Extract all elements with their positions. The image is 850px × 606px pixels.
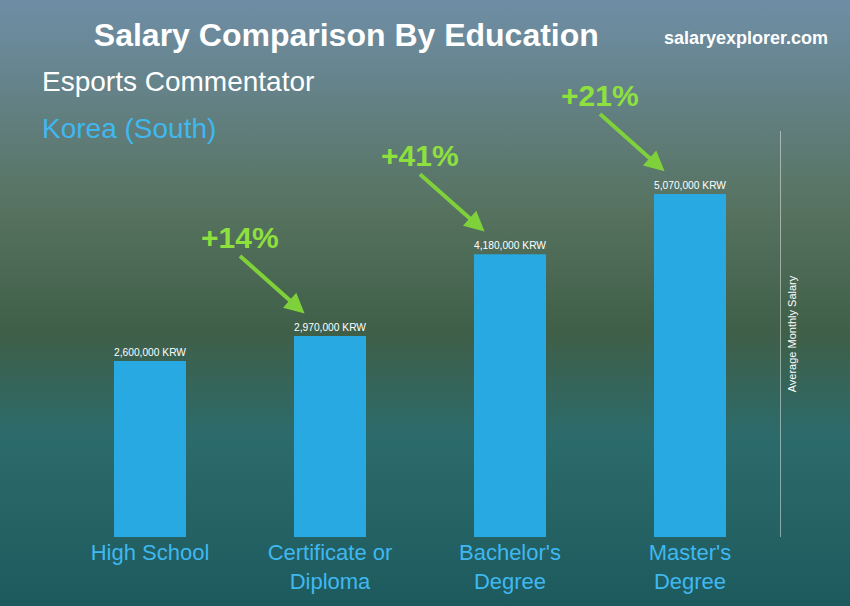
svg-text:4,180,000 KRW: 4,180,000 KRW [474, 240, 546, 251]
svg-text:+14%: +14% [201, 221, 279, 254]
svg-text:Average Monthly Salary: Average Monthly Salary [786, 275, 798, 392]
svg-text:5,070,000 KRW: 5,070,000 KRW [654, 180, 726, 191]
svg-text:Master'sDegree: Master'sDegree [649, 540, 731, 594]
svg-text:Esports Commentator: Esports Commentator [42, 66, 314, 97]
svg-text:Korea (South): Korea (South) [42, 113, 216, 144]
svg-text:High School: High School [91, 540, 210, 565]
svg-text:+21%: +21% [561, 79, 639, 112]
svg-text:Certificate orDiploma: Certificate orDiploma [268, 540, 393, 594]
svg-text:+41%: +41% [381, 139, 459, 172]
svg-text:Salary Comparison By Education: Salary Comparison By Education [94, 17, 599, 53]
svg-text:salaryexplorer.com: salaryexplorer.com [664, 28, 828, 48]
svg-text:2,970,000 KRW: 2,970,000 KRW [294, 322, 366, 333]
svg-text:2,600,000 KRW: 2,600,000 KRW [114, 347, 186, 358]
svg-text:Bachelor'sDegree: Bachelor'sDegree [459, 540, 561, 594]
